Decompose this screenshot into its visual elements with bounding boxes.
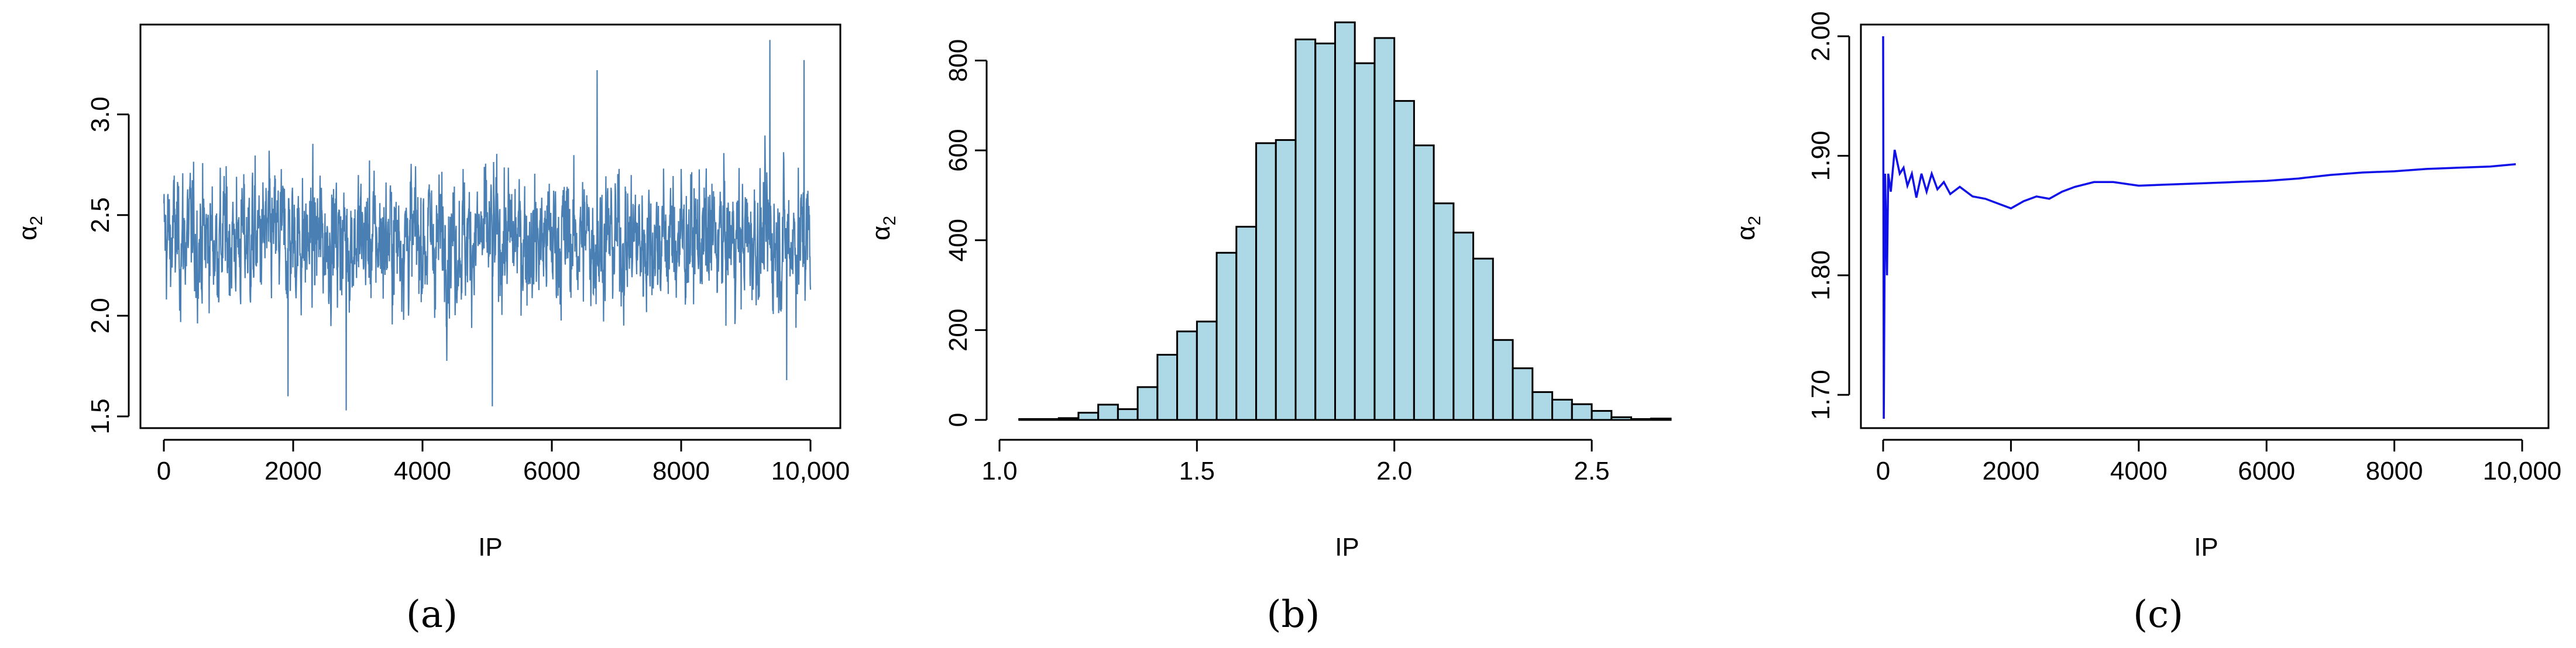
x-tick-label: 4000 — [394, 457, 451, 485]
histogram-bar — [1650, 418, 1672, 421]
x-axis-title: IP — [1335, 533, 1359, 561]
histogram-bar — [1235, 226, 1258, 421]
x-tick-label: 0 — [157, 457, 171, 485]
x-tick-label: 0 — [1876, 457, 1890, 485]
x-tick-label: 10,000 — [2483, 457, 2562, 485]
histogram-bar — [1492, 339, 1514, 421]
y-axis-title: α2 — [13, 216, 46, 240]
y-tick-label: 2.00 — [1806, 11, 1835, 61]
histogram-bars — [1018, 21, 1672, 421]
x-axis: 0 2000 4000 6000 8000 10,000 — [157, 439, 850, 485]
histogram-bar — [1393, 100, 1415, 421]
histogram-bar — [1472, 257, 1494, 421]
y-axis: 1.70 1.80 1.90 2.00 — [1806, 11, 1850, 420]
x-axis: 1.0 1.5 2.0 2.5 — [981, 439, 1610, 485]
y-tick-label: 600 — [944, 129, 973, 171]
histogram-bar — [1334, 21, 1356, 421]
x-tick-label: 2.0 — [1376, 457, 1412, 485]
x-tick-label: 6000 — [2238, 457, 2295, 485]
x-tick-label: 8000 — [652, 457, 710, 485]
histogram-bar — [1077, 412, 1100, 421]
y-tick-label: 1.70 — [1806, 370, 1835, 420]
panel-caption: (b) — [1267, 593, 1320, 636]
panel-caption: (a) — [406, 593, 458, 636]
y-tick-label: 200 — [944, 309, 973, 351]
trace-line — [163, 40, 812, 411]
histogram-bar — [1452, 232, 1475, 421]
histogram-bar — [1255, 142, 1277, 421]
x-tick-label: 2000 — [1982, 457, 2039, 485]
y-axis-title: α2 — [1732, 216, 1764, 240]
histogram-bar — [1571, 403, 1593, 421]
histogram-bar — [1136, 386, 1159, 421]
y-tick-label: 3.0 — [86, 96, 115, 132]
histogram-bar — [1512, 367, 1534, 421]
x-tick-label: 6000 — [523, 457, 581, 485]
y-tick-label: 2.0 — [86, 298, 115, 333]
histogram-bar — [1354, 62, 1376, 421]
x-tick-label: 1.0 — [981, 457, 1017, 485]
histogram-bar — [1156, 354, 1179, 421]
y-tick-label: 1.90 — [1806, 131, 1835, 181]
x-tick-label: 1.5 — [1179, 457, 1215, 485]
x-axis-title: IP — [2194, 533, 2218, 561]
x-tick-label: 2000 — [265, 457, 322, 485]
y-tick-label: 400 — [944, 219, 973, 261]
x-tick-label: 2.5 — [1574, 457, 1609, 485]
histogram-bar — [1294, 38, 1317, 421]
y-tick-label: 1.5 — [86, 398, 115, 434]
histogram-bar — [1196, 320, 1218, 421]
histogram-bar — [1176, 330, 1198, 421]
y-tick-label: 1.80 — [1806, 250, 1835, 301]
y-axis-title: α2 — [867, 216, 899, 240]
histogram-bar — [1038, 418, 1060, 421]
x-tick-label: 4000 — [2110, 457, 2168, 485]
histogram-bar — [1433, 202, 1455, 421]
plot-box — [1860, 23, 2550, 429]
y-tick-label: 0 — [944, 413, 973, 427]
x-tick-label: 8000 — [2366, 457, 2423, 485]
plot-box — [139, 23, 842, 429]
ergodic-series — [1882, 36, 2516, 419]
histogram-bar — [1275, 139, 1297, 421]
trace-series — [163, 40, 812, 411]
x-axis: 0 2000 4000 6000 8000 10,000 — [1876, 439, 2562, 485]
histogram-bar — [1057, 417, 1080, 421]
histogram-bar — [1551, 398, 1573, 421]
histogram-bar — [1117, 408, 1139, 421]
histogram-bar — [1097, 404, 1119, 421]
y-tick-label: 800 — [944, 39, 973, 82]
x-axis-title: IP — [478, 533, 503, 561]
histogram-bar — [1591, 410, 1613, 421]
panel-a: 0 2000 4000 6000 8000 10,000 1.52.02.53.0 IP … — [13, 23, 850, 636]
histogram-bar — [1531, 391, 1554, 421]
histogram-bar — [1610, 416, 1633, 421]
panel-b: 1.0 1.5 2.0 2.5 0 200 400 600 800 IP α2 (b) — [867, 21, 1672, 636]
histogram-bar — [1215, 251, 1238, 421]
x-tick-label: 10,000 — [771, 457, 850, 485]
panel-c: 0 2000 4000 6000 8000 10,000 1.70 1.80 1.90 2.00… — [1732, 11, 2561, 636]
panel-caption: (c) — [2133, 593, 2183, 636]
y-axis: 0 200 400 600 800 — [944, 39, 988, 427]
histogram-bar — [1018, 418, 1040, 421]
histogram-bar — [1630, 418, 1652, 421]
y-axis: 1.5 2.0 2.5 3.0 — [86, 96, 130, 435]
ergodic-mean-line — [1882, 36, 2516, 419]
histogram-bar — [1314, 42, 1337, 421]
histogram-bar — [1373, 37, 1396, 421]
y-tick-label: 2.5 — [86, 197, 115, 233]
histogram-bar — [1413, 144, 1435, 421]
